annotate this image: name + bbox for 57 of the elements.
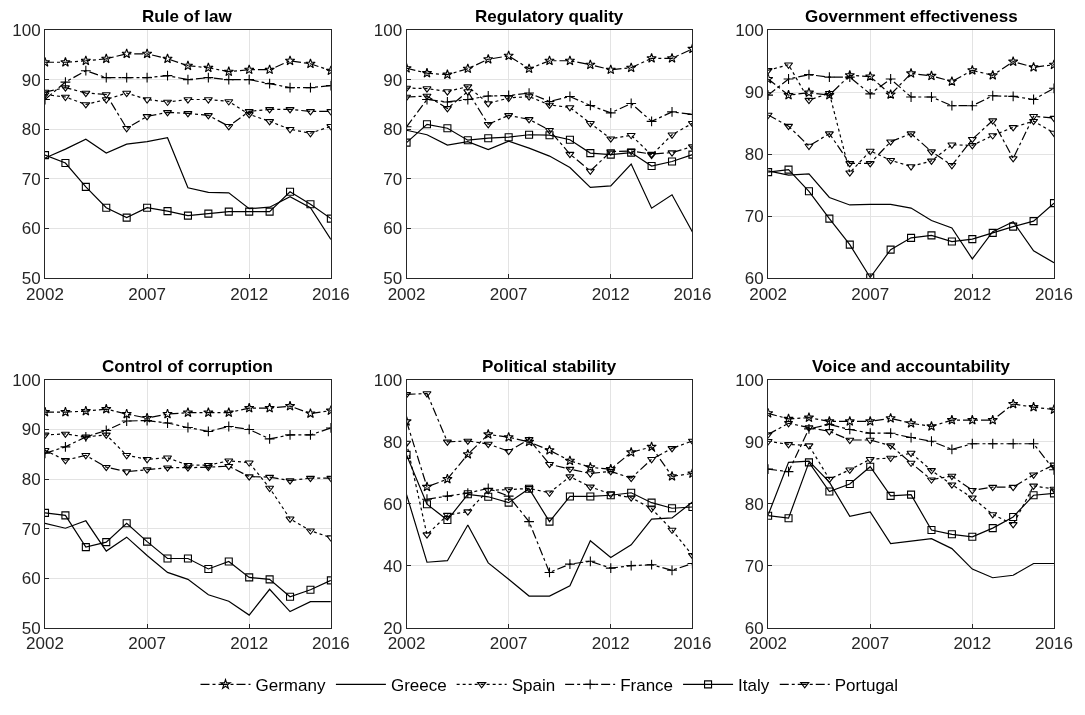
y-tick-label: 70 [744, 556, 764, 576]
y-tick-label: 70 [21, 519, 41, 539]
y-tick-label: 100 [735, 20, 764, 40]
y-tick-label: 90 [744, 82, 764, 102]
x-tick-label: 2012 [591, 634, 630, 654]
x-tick-label: 2012 [230, 284, 269, 304]
y-tick-label: 60 [383, 494, 403, 514]
legend-label: Germany [255, 676, 326, 696]
y-tick-label: 60 [383, 219, 403, 239]
legend-label: France [620, 676, 674, 696]
y-tick-label: 100 [373, 20, 403, 40]
x-tick-label: 2016 [311, 634, 350, 654]
y-tick-label: 100 [735, 370, 764, 390]
x-tick-label: 2007 [128, 284, 167, 304]
y-tick-label: 80 [383, 120, 403, 140]
y-tick-label: 70 [744, 207, 764, 227]
y-tick-label: 80 [744, 494, 764, 514]
x-tick-label: 2007 [489, 634, 528, 654]
y-tick-label: 100 [12, 20, 41, 40]
y-tick-label: 90 [21, 70, 41, 90]
chart-title: Political stability [482, 357, 617, 376]
chart-title: Voice and accountability [812, 357, 1011, 376]
y-tick-label: 100 [12, 370, 41, 390]
y-tick-label: 60 [21, 219, 41, 239]
y-tick-label: 90 [383, 70, 403, 90]
x-tick-label: 2016 [311, 284, 350, 304]
chart-title: Government effectiveness [805, 7, 1018, 26]
y-tick-label: 100 [373, 370, 403, 390]
y-tick-label: 90 [21, 420, 41, 440]
chart-title: Regulatory quality [475, 7, 624, 26]
x-tick-label: 2007 [851, 284, 890, 304]
x-tick-label: 2012 [953, 634, 992, 654]
x-tick-label: 2016 [1035, 284, 1073, 304]
chart-title: Rule of law [142, 7, 233, 26]
y-tick-label: 70 [383, 169, 403, 189]
x-tick-label: 2012 [953, 284, 992, 304]
x-tick-label: 2016 [673, 634, 712, 654]
y-tick-label: 70 [21, 169, 41, 189]
y-tick-label: 80 [21, 120, 41, 140]
y-tick-label: 40 [383, 556, 403, 576]
x-tick-label: 2007 [489, 284, 528, 304]
x-tick-label: 2007 [128, 634, 167, 654]
x-tick-label: 2012 [230, 634, 269, 654]
legend-label: Spain [511, 676, 556, 696]
legend-label: Italy [738, 676, 770, 696]
y-tick-label: 90 [744, 432, 764, 452]
x-tick-label: 2016 [1035, 634, 1073, 654]
x-tick-label: 2012 [591, 284, 630, 304]
x-tick-label: 2016 [673, 284, 712, 304]
y-tick-label: 60 [21, 569, 41, 589]
y-tick-label: 80 [383, 432, 403, 452]
x-tick-label: 2007 [851, 634, 890, 654]
chart-title: Control of corruption [102, 357, 273, 376]
y-tick-label: 80 [21, 470, 41, 490]
y-tick-label: 80 [744, 145, 764, 165]
legend-label: Greece [390, 676, 447, 696]
legend-label: Portugal [834, 676, 899, 696]
